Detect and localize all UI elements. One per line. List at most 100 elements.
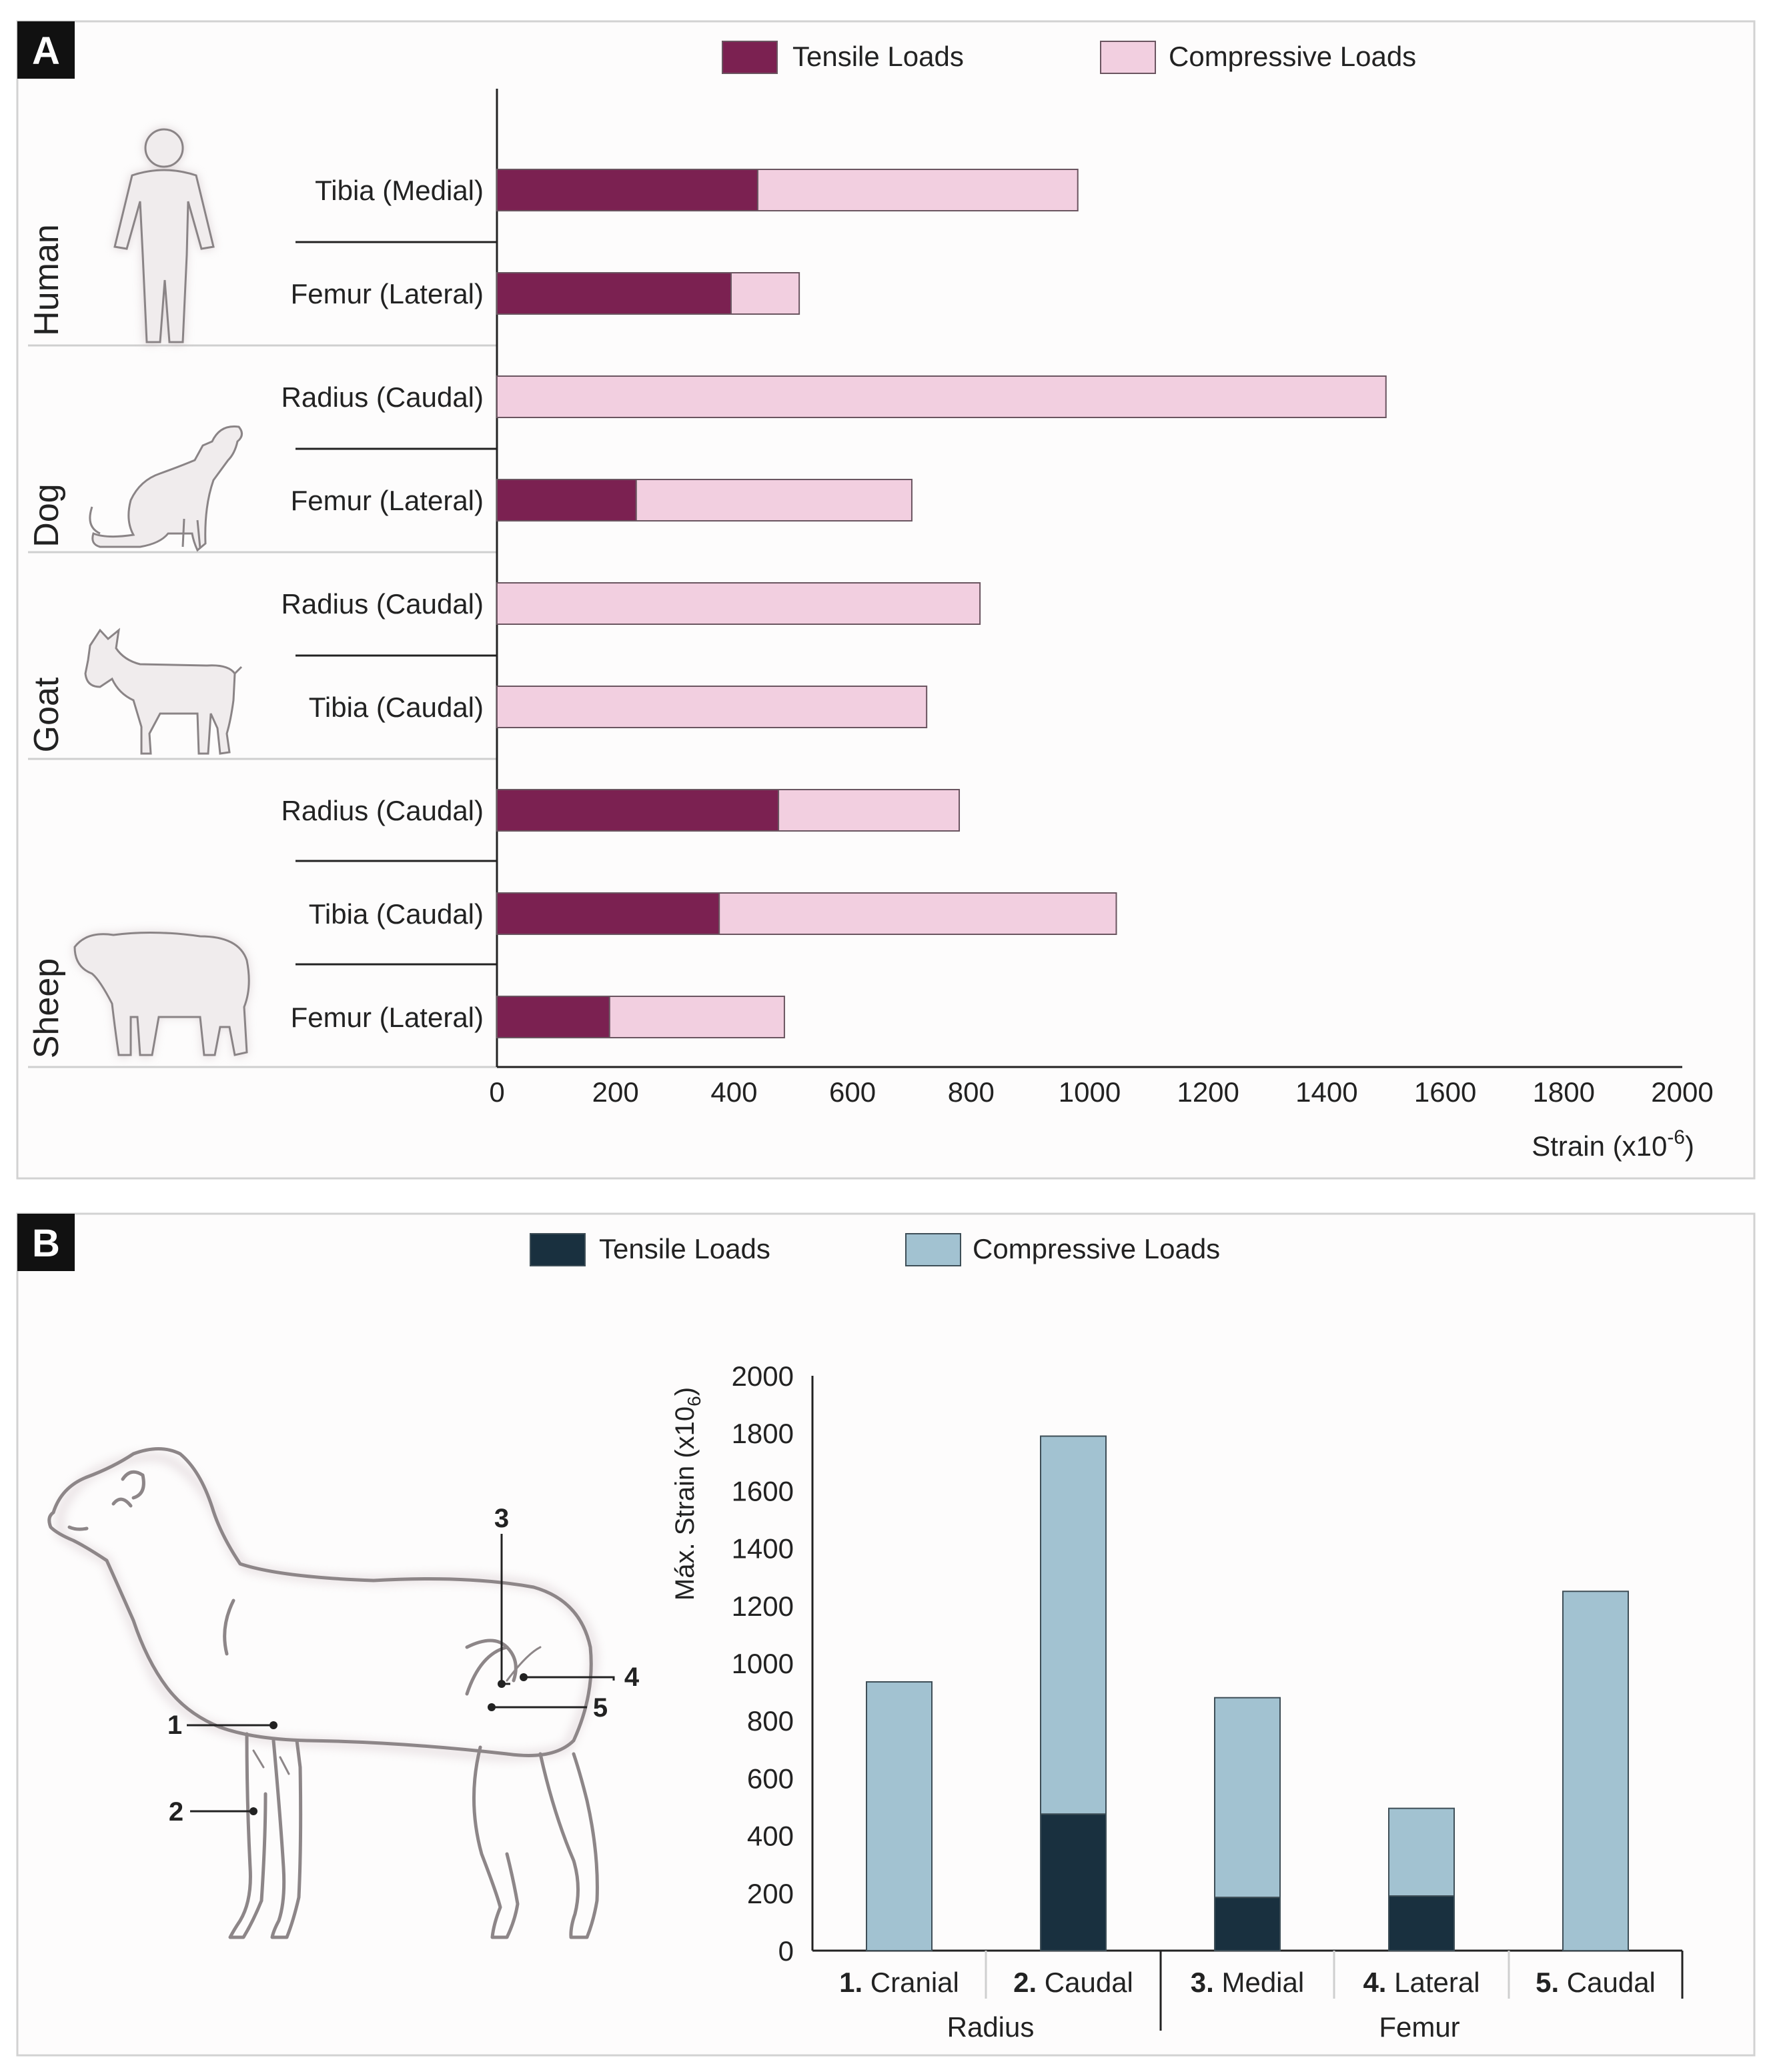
x-axis-title-a-main: Strain (x10 <box>1532 1130 1667 1162</box>
y-tick-label: 1000 <box>732 1648 794 1679</box>
bone-group-femur: Femur <box>1379 2011 1459 2043</box>
category-name: Lateral <box>1386 1967 1480 1998</box>
category-number: 1. <box>839 1967 862 1998</box>
bar-label: Tibia (Caudal) <box>309 692 484 723</box>
dog-icon <box>89 425 243 552</box>
y-tick-label: 800 <box>747 1705 794 1737</box>
bar-label: Radius (Caudal) <box>281 381 484 413</box>
bar-compressive <box>730 272 800 315</box>
bone-group-radius: Radius <box>947 2011 1035 2043</box>
y-tick-label: 1600 <box>732 1475 794 1506</box>
legend-a-compressive-label: Compressive Loads <box>1169 41 1416 72</box>
y-tick-label: 1200 <box>732 1591 794 1622</box>
category-number: 3. <box>1191 1967 1214 1998</box>
sheep-diagram <box>47 1447 599 1939</box>
human-icon <box>113 128 215 343</box>
bar-label: Femur (Lateral) <box>291 485 484 516</box>
category-number: 4. <box>1363 1967 1386 1998</box>
category-number: 2. <box>1013 1967 1037 1998</box>
bar-label: Radius (Caudal) <box>281 588 484 620</box>
bar-labels-a: Tibia (Medial) Femur (Lateral) Radius (Cau… <box>281 175 484 1033</box>
x-tick-label: 0 <box>489 1076 504 1108</box>
sheep-body-outline <box>47 1447 593 1757</box>
legend-a-tensile-swatch <box>722 41 778 74</box>
x-category-label: 3. Medial <box>1191 1967 1304 1998</box>
panel-b-label: B <box>32 1222 60 1265</box>
bar-label: Femur (Lateral) <box>291 278 484 309</box>
x-tick-label: 1800 <box>1533 1076 1595 1108</box>
bars-b <box>866 1435 1629 1952</box>
x-tick-label: 1400 <box>1295 1076 1357 1108</box>
y-axis-title-b-main: Máx. Strain (x10 <box>670 1406 700 1601</box>
bar-tensile <box>1040 1813 1107 1951</box>
bar-compressive <box>778 789 961 832</box>
y-tick-label: 1800 <box>732 1418 794 1449</box>
bar-tensile <box>1214 1897 1281 1951</box>
y-tick-label: 0 <box>778 1935 794 1967</box>
panel-a-label: A <box>32 29 60 73</box>
legend-b-compressive-label: Compressive Loads <box>973 1233 1220 1264</box>
x-axis-title-a-close: ) <box>1685 1130 1694 1162</box>
marker-4: 4 <box>624 1663 640 1692</box>
y-axis-title-b-sub: 6 <box>684 1396 704 1406</box>
panel-a-label-box <box>17 21 75 79</box>
group-label-human: Human <box>27 224 66 336</box>
bar-label: Tibia (Caudal) <box>309 898 484 930</box>
bar-compressive <box>1040 1435 1107 1815</box>
diagram-marker-dots <box>249 1673 528 1815</box>
category-name: Caudal <box>1559 1967 1656 1998</box>
bar-compressive <box>496 375 1387 418</box>
legend-b-compressive-swatch <box>905 1233 961 1266</box>
marker-2: 2 <box>169 1797 183 1827</box>
goat-icon <box>84 628 243 755</box>
x-axis-title-a: Strain (x10-6) <box>1532 1126 1694 1162</box>
bar-tensile <box>496 892 720 935</box>
bar-compressive <box>1388 1807 1455 1897</box>
bar-compressive <box>1214 1697 1281 1899</box>
y-tick-label: 1400 <box>732 1533 794 1565</box>
x-tick-label: 600 <box>829 1076 876 1108</box>
x-tick-label: 1200 <box>1177 1076 1239 1108</box>
panel-a: A Tensile Loads Compressive Loads Human … <box>16 20 1756 1180</box>
legend-a-compressive-swatch <box>1100 41 1156 74</box>
group-label-dog: Dog <box>27 483 66 547</box>
y-tick-label: 2000 <box>732 1360 794 1392</box>
bar-compressive <box>635 479 913 522</box>
bar-tensile <box>496 272 732 315</box>
bar-compressive <box>718 892 1117 935</box>
x-category-label: 1. Cranial <box>839 1967 959 1998</box>
bar-compressive <box>1562 1591 1629 1951</box>
legend-b-tensile-swatch <box>530 1233 586 1266</box>
x-category-labels-b: 1. Cranial 2. Caudal 3. Medial 4. Lateral 5.… <box>839 1967 1656 1998</box>
group-label-goat: Goat <box>27 677 66 752</box>
bar-tensile <box>496 169 758 211</box>
y-axis-title-b-close: ) <box>670 1387 700 1396</box>
category-number: 5. <box>1536 1967 1559 1998</box>
y-axis-title-b: Máx. Strain (x106) <box>670 1387 704 1601</box>
bar-label: Tibia (Medial) <box>315 175 484 206</box>
bar-compressive <box>496 582 981 625</box>
legend-a-tensile-label: Tensile Loads <box>792 41 964 72</box>
bar-tensile <box>496 479 637 522</box>
category-name: Medial <box>1214 1967 1304 1998</box>
y-tick-label: 200 <box>747 1878 794 1909</box>
x-tick-label: 1000 <box>1059 1076 1121 1108</box>
bar-tensile <box>1388 1895 1455 1952</box>
legend-b-tensile-label: Tensile Loads <box>599 1233 770 1264</box>
group-label-sheep: Sheep <box>27 958 66 1058</box>
x-tick-label: 1600 <box>1414 1076 1476 1108</box>
bar-compressive <box>608 996 785 1038</box>
panel-b: B Tensile Loads Compressive Loads <box>16 1212 1756 2057</box>
panel-b-label-box <box>17 1214 75 1271</box>
x-tick-label: 2000 <box>1651 1076 1713 1108</box>
x-tick-label: 400 <box>710 1076 757 1108</box>
bar-compressive <box>496 686 928 728</box>
category-name: Caudal <box>1037 1967 1133 1998</box>
x-category-label: 5. Caudal <box>1536 1967 1656 1998</box>
category-name: Cranial <box>862 1967 959 1998</box>
marker-3: 3 <box>494 1504 509 1533</box>
x-axis-title-a-exp: -6 <box>1667 1126 1685 1148</box>
marker-1: 1 <box>167 1711 182 1740</box>
x-tick-label: 200 <box>592 1076 639 1108</box>
